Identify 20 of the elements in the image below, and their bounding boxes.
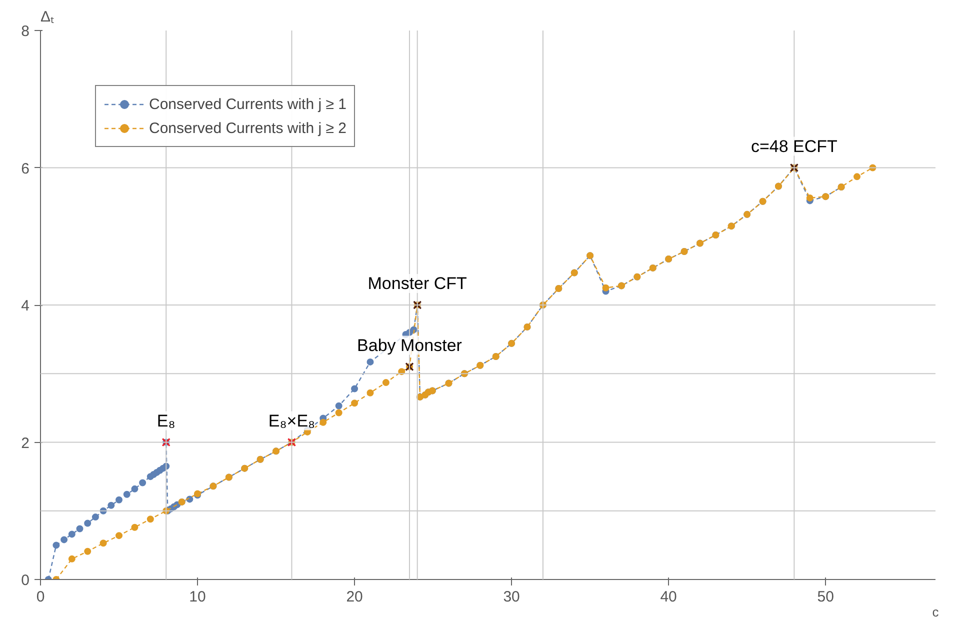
legend-label: Conserved Currents with j ≥ 1 <box>149 96 346 112</box>
x-tick-label: 10 <box>189 588 206 606</box>
annotation: E₈ <box>156 411 176 430</box>
y-tick-label: 0 <box>21 572 30 589</box>
x-tick-label: 40 <box>660 588 677 606</box>
y-tick-label: 6 <box>21 160 30 178</box>
y-tick-label: 8 <box>21 23 30 40</box>
y-tick-label: 2 <box>21 434 30 452</box>
x-axis-title: c <box>932 604 940 620</box>
x-tick-label: 20 <box>346 588 363 606</box>
annotation: Baby Monster <box>357 336 462 355</box>
annotation: E₈×E₈ <box>268 411 316 430</box>
y-axis-title: Δₜ <box>40 8 55 26</box>
x-tick-label: 0 <box>36 588 45 606</box>
annotation: Monster CFT <box>368 274 467 293</box>
y-tick-label: 4 <box>21 298 30 314</box>
legend-label: Conserved Currents with j ≥ 2 <box>149 120 346 136</box>
annotation: c=48 ECFT <box>750 136 838 156</box>
x-tick-label: 50 <box>817 588 834 606</box>
x-tick-label: 30 <box>503 588 520 606</box>
